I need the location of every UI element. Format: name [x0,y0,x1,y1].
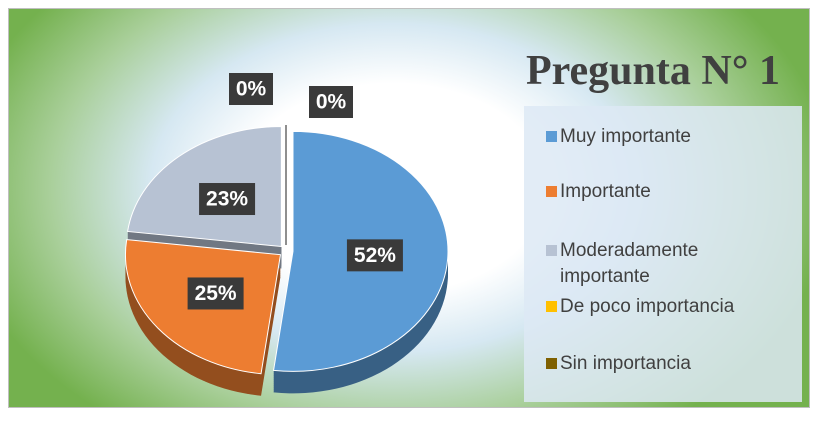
value-label-box [346,239,403,272]
legend-swatch [546,301,557,312]
value-label-box [187,277,244,310]
legend-item: Importante [546,179,795,205]
value-label: 0% [236,78,267,101]
legend-swatch [546,245,557,256]
legend-swatch [546,131,557,142]
chart-area: 52% 25% 23% 0% 0% Pregunta N° 1 Muy importan… [8,8,810,408]
legend-label: Muy importante [560,126,691,147]
legend-label: Importante [560,181,651,202]
pie: 52% 25% 23% 0% 0% [124,73,449,396]
legend-item: De poco importancia [546,294,795,320]
legend: Muy importante Importante Moderadamente im… [524,106,802,402]
value-label: 0% [316,91,347,114]
value-label: 25% [195,282,237,305]
legend-label: Moderadamente importante [560,240,699,287]
legend-item: Moderadamente importante [546,238,730,290]
legend-item: Muy importante [546,124,795,150]
legend-swatch [546,186,557,197]
value-label-box [229,73,273,105]
legend-label: Sin importancia [560,353,691,374]
value-label: 52% [354,244,396,267]
legend-label: De poco importancia [560,296,735,317]
value-label-box [309,86,353,118]
value-label: 23% [206,188,248,211]
chart-title: Pregunta N° 1 [526,48,781,94]
legend-swatch [546,358,557,369]
value-label-box [199,183,256,216]
legend-item: Sin importancia [546,351,795,377]
